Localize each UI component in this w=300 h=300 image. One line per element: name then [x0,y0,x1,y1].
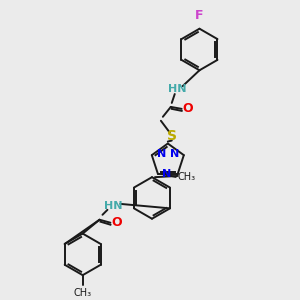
Text: N: N [162,169,171,179]
Text: CH₃: CH₃ [74,288,92,298]
Text: CH₃: CH₃ [178,172,196,182]
Text: N: N [169,149,179,159]
Text: S: S [167,129,177,142]
Text: O: O [111,216,122,229]
Text: HN: HN [169,84,187,94]
Text: N: N [157,149,166,159]
Text: F: F [195,9,204,22]
Text: HN: HN [104,201,123,211]
Text: O: O [183,102,193,116]
